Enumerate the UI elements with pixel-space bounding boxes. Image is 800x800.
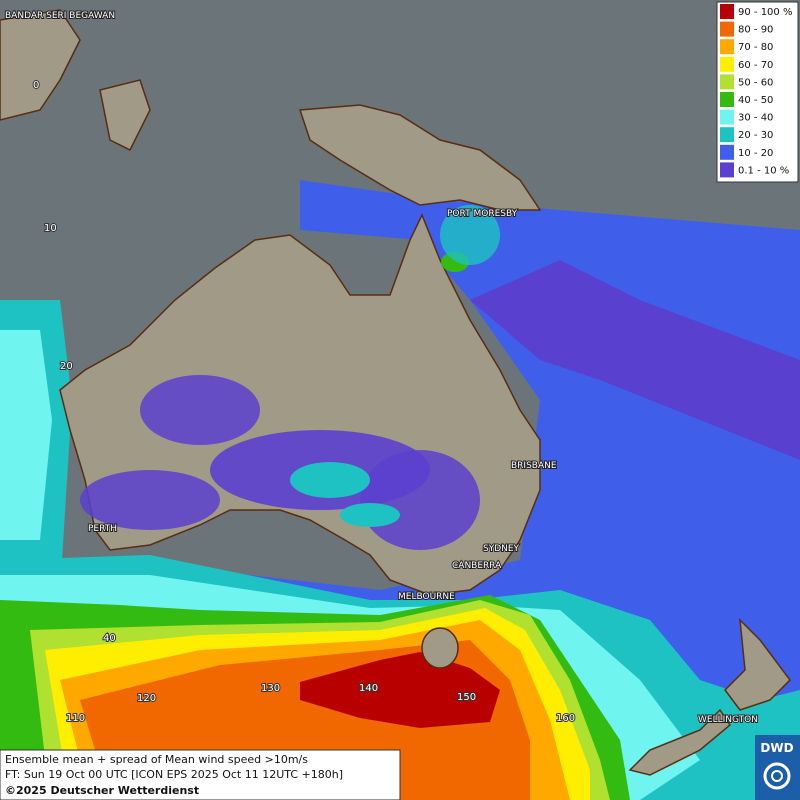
field-90-100 (300, 652, 500, 728)
field-0-10 (470, 260, 800, 460)
legend-label: 90 - 100 % (738, 7, 792, 18)
grid-label: 150 (457, 692, 476, 703)
caption-line: Ensemble mean + spread of Mean wind spee… (5, 753, 308, 766)
legend-label: 60 - 70 (738, 60, 773, 71)
field-0-10 (140, 375, 260, 445)
field-20-30 (290, 462, 370, 498)
legend-label: 50 - 60 (738, 77, 773, 88)
legend-swatch (720, 74, 734, 90)
legend-label: 10 - 20 (738, 148, 773, 159)
city-label: PERTH (88, 524, 117, 534)
city-label: MELBOURNE (398, 592, 455, 602)
legend-swatch (720, 4, 734, 19)
grid-label: 120 (137, 693, 156, 704)
city-label: BRISBANE (511, 461, 557, 471)
field-0-10 (360, 450, 480, 550)
logo-swirl (771, 770, 783, 782)
legend-swatch (720, 162, 734, 178)
city-label: BANDAR SERI BEGAWAN (5, 11, 115, 21)
legend-label: 40 - 50 (738, 95, 773, 106)
legend-label: 30 - 40 (738, 113, 773, 124)
legend-label: 80 - 90 (738, 25, 773, 36)
field-0-10 (80, 470, 220, 530)
logo-swirl (763, 762, 791, 790)
legend-label: 70 - 80 (738, 42, 773, 53)
grid-label: 130 (261, 683, 280, 694)
grid-label: 0 (33, 80, 39, 91)
legend-label: 20 - 30 (738, 130, 773, 141)
grid-label: 10 (44, 223, 57, 234)
legend-swatch (720, 92, 734, 107)
legend-swatch (720, 109, 734, 125)
legend: 90 - 100 % 80 - 90 70 - 80 60 - 70 50 - 60 40… (716, 1, 799, 183)
legend-swatch (720, 56, 734, 72)
legend-label: 0.1 - 10 % (738, 165, 789, 176)
nz-south (628, 708, 731, 776)
legend-swatch (720, 39, 734, 55)
grid-label: 40 (103, 633, 116, 644)
field-30-40-west (0, 330, 52, 540)
field-20-30 (340, 503, 400, 527)
legend-swatch (720, 144, 734, 160)
grid-label: 160 (556, 713, 575, 724)
caption-line: FT: Sun 19 Oct 00 UTC [ICON EPS 2025 Oct… (5, 768, 343, 781)
borneo (0, 9, 81, 121)
caption-box (0, 749, 401, 800)
city-label: CANBERRA (452, 561, 502, 571)
legend-swatch (720, 127, 734, 143)
new-guinea (298, 104, 542, 211)
caption-line: ©2025 Deutscher Wetterdienst (5, 784, 199, 797)
legend-swatch (720, 21, 734, 37)
logo-text: DWD (760, 741, 793, 755)
nz-north (724, 617, 791, 711)
city-label: WELLINGTON (698, 715, 758, 725)
city-label: SYDNEY (483, 544, 520, 554)
grid-label: 140 (359, 683, 378, 694)
field-20-30 (440, 205, 500, 265)
sulawesi (99, 79, 151, 152)
overland-fields (80, 205, 500, 550)
grid-label: 20 (60, 361, 73, 372)
tasmania (421, 627, 459, 669)
grid-label: 110 (66, 713, 85, 724)
city-label: PORT MORESBY (447, 209, 518, 219)
